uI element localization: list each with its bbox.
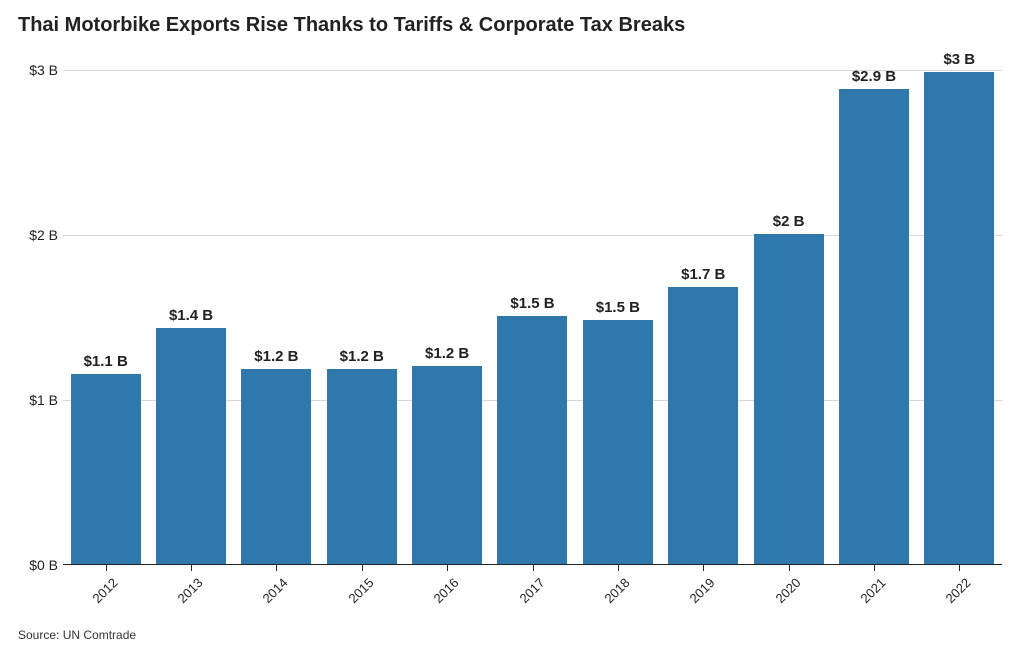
x-tick-mark <box>618 565 619 571</box>
x-axis: 2012 2013 2014 2015 2016 2017 2018 2019 2020 2021… <box>63 565 1002 605</box>
x-tick-mark <box>789 565 790 571</box>
x-tick-label: 2012 <box>89 575 120 606</box>
bar-slot: $1.2 B <box>234 45 319 564</box>
y-tick-label: $2 B <box>18 227 58 243</box>
bar-slot: $1.5 B <box>575 45 660 564</box>
source-text: Source: UN Comtrade <box>18 628 136 642</box>
bar-slot: $1.7 B <box>661 45 746 564</box>
bar-value-label: $1.7 B <box>661 266 746 283</box>
bar-value-label: $1.4 B <box>148 307 233 324</box>
x-tick-label: 2018 <box>601 575 632 606</box>
bar-slot: $2.9 B <box>831 45 916 564</box>
x-tick-mark <box>874 565 875 571</box>
x-tick-mark <box>447 565 448 571</box>
x-tick-label: 2013 <box>175 575 206 606</box>
bar <box>241 369 311 564</box>
bar <box>156 328 226 564</box>
bar-slot: $3 B <box>917 45 1002 564</box>
bar-value-label: $1.2 B <box>234 348 319 365</box>
bar-slot: $1.5 B <box>490 45 575 564</box>
bar <box>412 366 482 564</box>
x-tick-label: 2020 <box>772 575 803 606</box>
y-axis: $0 B$1 B$2 B$3 B <box>18 45 58 565</box>
bar-value-label: $3 B <box>917 51 1002 68</box>
x-tick-label: 2016 <box>431 575 462 606</box>
x-tick-label: 2022 <box>943 575 974 606</box>
bar-value-label: $2.9 B <box>831 68 916 85</box>
bar <box>839 89 909 564</box>
bar <box>71 374 141 564</box>
x-tick-mark <box>533 565 534 571</box>
bar-value-label: $1.1 B <box>63 353 148 370</box>
bar <box>668 287 738 564</box>
bar <box>924 72 994 564</box>
bar-value-label: $1.2 B <box>319 348 404 365</box>
bar-value-label: $1.5 B <box>490 295 575 312</box>
chart-title: Thai Motorbike Exports Rise Thanks to Ta… <box>18 14 1002 37</box>
x-tick-mark <box>703 565 704 571</box>
x-tick-mark <box>276 565 277 571</box>
x-tick-label: 2019 <box>687 575 718 606</box>
chart-container: Thai Motorbike Exports Rise Thanks to Ta… <box>0 0 1020 650</box>
bar <box>327 369 397 564</box>
bar-slot: $1.4 B <box>148 45 233 564</box>
y-tick-label: $3 B <box>18 62 58 78</box>
bar-slot: $1.1 B <box>63 45 148 564</box>
x-tick-label: 2021 <box>858 575 889 606</box>
plot-area: $0 B$1 B$2 B$3 B $1.1 B$1.4 B$1.2 B$1.2 … <box>18 45 1002 605</box>
bar-value-label: $2 B <box>746 213 831 230</box>
bar <box>583 320 653 564</box>
bar-slot: $2 B <box>746 45 831 564</box>
x-tick-label: 2017 <box>516 575 547 606</box>
bar-slot: $1.2 B <box>404 45 489 564</box>
bar-value-label: $1.2 B <box>404 345 489 362</box>
bar-slot: $1.2 B <box>319 45 404 564</box>
x-tick-label: 2014 <box>260 575 291 606</box>
y-tick-label: $0 B <box>18 557 58 573</box>
bars-region: $1.1 B$1.4 B$1.2 B$1.2 B$1.2 B$1.5 B$1.5… <box>63 45 1002 565</box>
x-tick-label: 2015 <box>345 575 376 606</box>
bar <box>497 316 567 564</box>
x-tick-mark <box>191 565 192 571</box>
bar <box>754 234 824 564</box>
bar-value-label: $1.5 B <box>575 299 660 316</box>
x-tick-mark <box>959 565 960 571</box>
x-tick-mark <box>362 565 363 571</box>
y-tick-label: $1 B <box>18 392 58 408</box>
x-tick-mark <box>106 565 107 571</box>
